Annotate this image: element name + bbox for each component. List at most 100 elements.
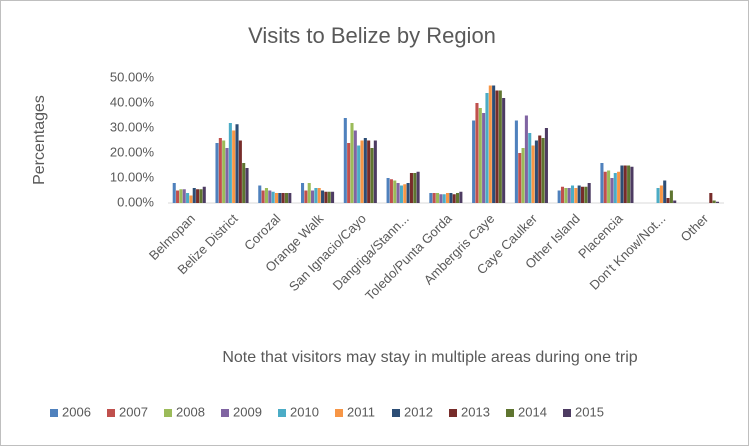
bar bbox=[449, 193, 453, 203]
bar bbox=[199, 189, 203, 203]
legend-label: 2014 bbox=[518, 404, 547, 419]
bar bbox=[288, 193, 292, 203]
bar bbox=[222, 140, 226, 203]
note: Note that visitors may stay in multiple … bbox=[222, 349, 637, 366]
y-tick-label: 40.00% bbox=[110, 94, 155, 109]
bar bbox=[613, 173, 617, 203]
bar bbox=[347, 143, 351, 203]
bar bbox=[264, 188, 268, 203]
bar bbox=[196, 189, 200, 203]
bar bbox=[715, 201, 720, 203]
bar bbox=[353, 130, 357, 203]
bar bbox=[172, 183, 176, 203]
legend-label: 2008 bbox=[176, 404, 205, 419]
bar bbox=[630, 166, 634, 203]
bar bbox=[498, 90, 502, 203]
bar bbox=[429, 193, 433, 203]
bar bbox=[446, 193, 450, 203]
bar bbox=[435, 193, 440, 203]
bar bbox=[495, 90, 499, 203]
bar bbox=[528, 133, 532, 203]
bar bbox=[580, 186, 585, 203]
bar bbox=[709, 193, 713, 203]
bar bbox=[396, 183, 400, 203]
bar bbox=[331, 191, 335, 203]
bar bbox=[587, 183, 591, 203]
bar bbox=[225, 148, 229, 203]
bar bbox=[567, 188, 571, 203]
legend-swatch bbox=[506, 409, 514, 417]
bar bbox=[393, 180, 397, 203]
chart-title: Visits to Belize by Region bbox=[248, 23, 496, 48]
legend-swatch bbox=[50, 409, 58, 417]
bar bbox=[228, 123, 232, 203]
bar bbox=[363, 138, 367, 203]
bar bbox=[623, 165, 627, 203]
bar bbox=[416, 171, 420, 203]
bar bbox=[268, 190, 272, 203]
bar bbox=[367, 140, 371, 203]
bar bbox=[452, 194, 456, 203]
bar bbox=[399, 185, 403, 203]
bar bbox=[656, 188, 660, 203]
legend-label: 2006 bbox=[62, 404, 91, 419]
y-tick-label: 10.00% bbox=[110, 169, 155, 184]
bar bbox=[406, 183, 410, 203]
bar bbox=[442, 194, 446, 203]
legend-swatch bbox=[563, 409, 571, 417]
bar bbox=[278, 193, 282, 203]
bar bbox=[502, 98, 506, 203]
bar bbox=[182, 189, 186, 203]
legend-label: 2015 bbox=[575, 404, 604, 419]
bar bbox=[478, 108, 482, 203]
bar bbox=[307, 183, 311, 203]
bar bbox=[544, 128, 548, 203]
y-tick-label: 20.00% bbox=[110, 144, 155, 159]
bar bbox=[673, 200, 677, 203]
legend-swatch bbox=[221, 409, 229, 417]
bar bbox=[324, 191, 328, 203]
bar bbox=[189, 195, 193, 203]
bar bbox=[514, 120, 518, 203]
bar bbox=[235, 124, 239, 203]
legend-label: 2009 bbox=[233, 404, 262, 419]
bar bbox=[577, 185, 581, 203]
bar bbox=[574, 188, 578, 203]
legend-label: 2012 bbox=[404, 404, 433, 419]
bar bbox=[603, 171, 607, 203]
legend-swatch bbox=[335, 409, 343, 417]
bar bbox=[521, 148, 525, 203]
bar bbox=[531, 145, 535, 203]
bar bbox=[242, 163, 246, 203]
bar bbox=[485, 93, 489, 203]
bar bbox=[459, 191, 463, 203]
y-axis-title: Percentages bbox=[31, 95, 48, 185]
bar bbox=[432, 193, 436, 203]
bar bbox=[357, 145, 361, 203]
bar bbox=[409, 173, 413, 203]
bar bbox=[564, 188, 568, 203]
bar bbox=[488, 85, 492, 203]
bar bbox=[245, 168, 249, 203]
bar bbox=[327, 191, 331, 203]
bar bbox=[186, 193, 190, 203]
bar bbox=[439, 194, 443, 203]
legend-swatch bbox=[278, 409, 286, 417]
legend-swatch bbox=[392, 409, 400, 417]
legend-label: 2013 bbox=[461, 404, 490, 419]
y-tick-label: 0.00% bbox=[117, 194, 154, 209]
bar bbox=[350, 123, 354, 203]
bar bbox=[663, 180, 667, 203]
bar bbox=[403, 184, 407, 203]
bar bbox=[314, 188, 318, 203]
bar bbox=[360, 140, 364, 203]
bar bbox=[321, 190, 325, 203]
bar bbox=[343, 118, 347, 203]
bar bbox=[584, 186, 588, 203]
bar bbox=[271, 191, 275, 203]
bar bbox=[373, 140, 377, 203]
bar bbox=[620, 165, 624, 203]
bar bbox=[712, 200, 716, 203]
legend-label: 2010 bbox=[290, 404, 319, 419]
